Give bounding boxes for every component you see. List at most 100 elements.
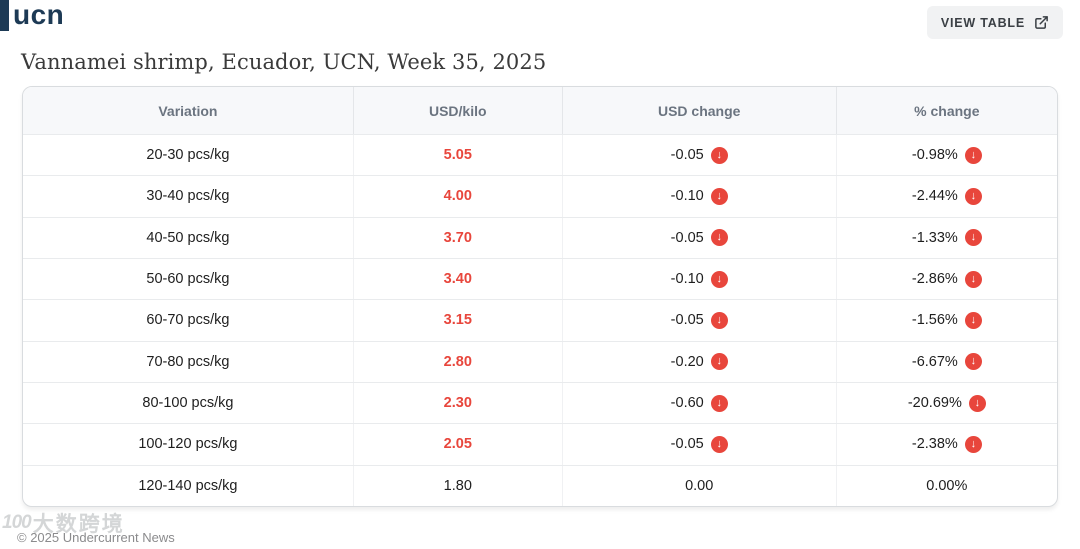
down-arrow-icon: ↓	[710, 353, 728, 371]
pct-change-cell-value: -1.56%	[911, 312, 958, 329]
usd-change-cell-value: -0.20	[670, 353, 704, 370]
variation-cell: 70-80 pcs/kg	[146, 353, 230, 370]
usd-kilo-cell: 1.80	[352, 465, 562, 506]
view-table-button[interactable]: VIEW TABLE	[926, 6, 1063, 39]
usd-change-cell: -0.20 ↓	[561, 341, 836, 382]
pct-change-cell: -2.86% ↓	[835, 258, 1057, 300]
variation-cell: 80-100 pcs/kg	[142, 395, 234, 412]
pct-change-cell: -6.67% ↓	[835, 341, 1057, 382]
usd-kilo-cell: 5.05	[352, 135, 562, 176]
usd-change-cell: -0.10 ↓	[561, 176, 836, 217]
down-arrow-icon: ↓	[964, 353, 982, 371]
usd-kilo-value: 1.80	[443, 477, 472, 494]
usd-change-cell-value: -0.05	[670, 147, 704, 164]
table-row: 30-40 pcs/kg 4.00 -0.10 ↓ -2.44% ↓	[23, 175, 1057, 217]
logo-bar	[0, 0, 9, 31]
usd-change-cell-value: -0.10	[670, 271, 704, 288]
column-header-pct-change: % change	[835, 87, 1057, 134]
usd-kilo-value: 3.15	[443, 312, 472, 329]
pct-change-cell: -1.33% ↓	[835, 217, 1057, 258]
pct-change-cell-value: -6.67%	[911, 353, 958, 370]
usd-kilo-cell: 2.30	[352, 382, 562, 424]
usd-kilo-cell: 4.00	[352, 176, 562, 217]
usd-kilo-value: 2.05	[443, 436, 472, 453]
usd-change-cell-value: -0.60	[670, 395, 704, 412]
usd-kilo-value: 4.00	[443, 188, 472, 205]
table-row: 50-60 pcs/kg 3.40 -0.10 ↓ -2.86% ↓	[23, 257, 1057, 300]
usd-kilo-value: 3.40	[443, 271, 472, 288]
pct-change-cell-value: -0.98%	[911, 147, 958, 164]
variation-cell: 120-140 pcs/kg	[138, 477, 238, 494]
usd-kilo-value: 2.80	[443, 353, 472, 370]
pct-change-cell-value: -20.69%	[907, 395, 962, 412]
table-row: 100-120 pcs/kg 2.05 -0.05 ↓ -2.38% ↓	[23, 423, 1057, 465]
table-row: 120-140 pcs/kg 1.80 0.00 0.00%	[23, 464, 1057, 506]
variation-cell: 20-30 pcs/kg	[146, 147, 230, 164]
table-row: 60-70 pcs/kg 3.15 -0.05 ↓ -1.56% ↓	[23, 299, 1057, 341]
column-header-variation: Variation	[158, 102, 218, 119]
table-row: 80-100 pcs/kg 2.30 -0.60 ↓ -20.69% ↓	[23, 381, 1057, 424]
column-header-usd-kilo: USD/kilo	[352, 87, 562, 134]
down-arrow-icon: ↓	[964, 311, 982, 329]
logo-text: ucn	[13, 0, 65, 30]
usd-change-cell-value: 0.00	[685, 477, 714, 494]
pct-change-cell: -2.38% ↓	[835, 424, 1057, 465]
pct-change-cell: -20.69% ↓	[835, 382, 1057, 424]
usd-change-cell: -0.60 ↓	[561, 382, 836, 424]
variation-cell: 60-70 pcs/kg	[146, 312, 230, 329]
usd-change-cell: -0.05 ↓	[561, 217, 836, 258]
usd-kilo-cell: 3.70	[352, 217, 562, 258]
down-arrow-icon: ↓	[710, 311, 728, 329]
view-table-label: VIEW TABLE	[940, 15, 1025, 30]
usd-change-cell: -0.05 ↓	[561, 135, 836, 176]
usd-change-cell-value: -0.05	[670, 312, 704, 329]
ucn-logo: ucn	[0, 0, 64, 31]
usd-kilo-cell: 2.05	[352, 424, 562, 465]
table-header-row: Variation USD/kilo USD change % change	[23, 87, 1057, 134]
pct-change-cell: -0.98% ↓	[835, 135, 1057, 176]
usd-kilo-cell: 3.15	[352, 300, 562, 341]
down-arrow-icon: ↓	[964, 270, 982, 288]
column-header-usd-change: USD change	[561, 87, 836, 134]
pct-change-cell-value: -1.33%	[911, 229, 958, 246]
pct-change-cell-value: -2.44%	[911, 188, 958, 205]
table-body: 20-30 pcs/kg 5.05 -0.05 ↓ -0.98% ↓ 30-40 pcs/k…	[23, 134, 1057, 506]
down-arrow-icon: ↓	[710, 435, 728, 453]
page-title: Vannamei shrimp, Ecuador, UCN, Week 35, …	[21, 50, 547, 74]
table-row: 40-50 pcs/kg 3.70 -0.05 ↓ -1.33% ↓	[23, 216, 1057, 258]
variation-cell: 30-40 pcs/kg	[146, 188, 230, 205]
copyright-text: © 2025 Undercurrent News	[17, 530, 175, 545]
pct-change-cell-value: -2.86%	[911, 271, 958, 288]
usd-change-cell: -0.10 ↓	[561, 258, 836, 300]
usd-kilo-cell: 2.80	[352, 341, 562, 382]
usd-change-cell: 0.00	[561, 465, 836, 506]
variation-cell: 50-60 pcs/kg	[146, 271, 230, 288]
usd-kilo-cell: 3.40	[352, 258, 562, 300]
usd-kilo-value: 2.30	[443, 395, 472, 412]
pct-change-cell-value: 0.00%	[926, 477, 968, 494]
usd-change-cell: -0.05 ↓	[561, 300, 836, 341]
variation-cell: 40-50 pcs/kg	[146, 229, 230, 246]
down-arrow-icon: ↓	[710, 146, 728, 164]
pct-change-cell-value: -2.38%	[911, 436, 958, 453]
table-row: 70-80 pcs/kg 2.80 -0.20 ↓ -6.67% ↓	[23, 340, 1057, 382]
pct-change-cell: -1.56% ↓	[835, 300, 1057, 341]
variation-cell: 100-120 pcs/kg	[138, 436, 238, 453]
down-arrow-icon: ↓	[710, 229, 728, 247]
usd-change-cell-value: -0.05	[670, 436, 704, 453]
usd-change-cell: -0.05 ↓	[561, 424, 836, 465]
usd-change-cell-value: -0.10	[670, 188, 704, 205]
down-arrow-icon: ↓	[964, 146, 982, 164]
table-row: 20-30 pcs/kg 5.05 -0.05 ↓ -0.98% ↓	[23, 134, 1057, 176]
usd-kilo-value: 3.70	[443, 229, 472, 246]
down-arrow-icon: ↓	[964, 229, 982, 247]
external-link-icon	[1034, 15, 1049, 30]
down-arrow-icon: ↓	[964, 187, 982, 205]
down-arrow-icon: ↓	[710, 394, 728, 412]
usd-change-cell-value: -0.05	[670, 229, 704, 246]
down-arrow-icon: ↓	[710, 187, 728, 205]
down-arrow-icon: ↓	[710, 270, 728, 288]
usd-kilo-value: 5.05	[443, 147, 472, 164]
price-table: Variation USD/kilo USD change % change 2…	[22, 86, 1058, 507]
down-arrow-icon: ↓	[964, 435, 982, 453]
